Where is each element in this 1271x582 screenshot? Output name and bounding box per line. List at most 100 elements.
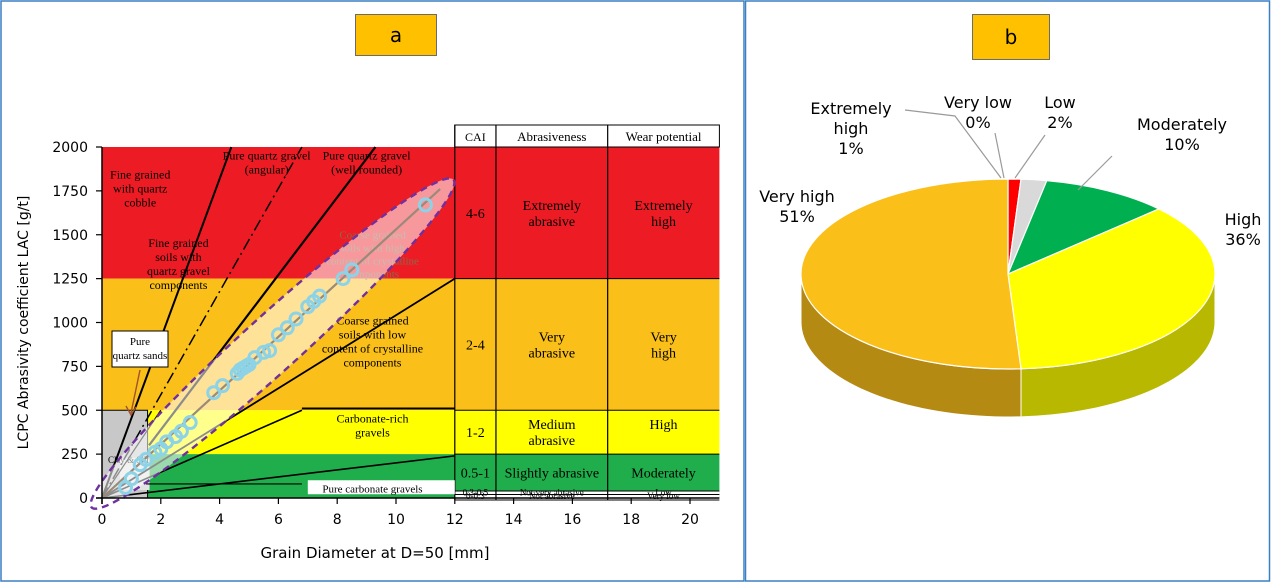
y-tick-label: 750 bbox=[61, 359, 88, 375]
y-tick-label: 1500 bbox=[52, 228, 88, 244]
table-wear: Very bbox=[650, 330, 676, 345]
data-point bbox=[262, 343, 278, 359]
pie-label: High bbox=[1225, 210, 1262, 229]
table-header: CAI bbox=[465, 130, 486, 144]
zone-label: Coarse grained bbox=[336, 313, 408, 327]
table-abrasiveness: Extremely bbox=[523, 199, 581, 214]
x-tick-label: 16 bbox=[563, 512, 581, 528]
panel-b-badge: b bbox=[972, 14, 1050, 60]
x-tick-label: 10 bbox=[387, 512, 405, 528]
pie-slice-very-high bbox=[800, 178, 1022, 370]
table-wear: Moderately bbox=[631, 467, 696, 482]
pie-label: 0% bbox=[965, 113, 990, 132]
data-point bbox=[206, 385, 222, 401]
panel-a-badge: a bbox=[355, 14, 437, 56]
y-tick-label: 1750 bbox=[52, 184, 88, 200]
x-tick-label: 18 bbox=[622, 512, 640, 528]
pie-label: Low bbox=[1044, 93, 1076, 112]
carbonate-label-bg bbox=[307, 480, 455, 495]
table-abrasiveness: abrasive bbox=[528, 215, 575, 230]
table-cai: 0-0.3 bbox=[466, 491, 485, 501]
x-tick-label: 12 bbox=[446, 512, 464, 528]
data-point bbox=[288, 311, 304, 327]
pie-leader-line bbox=[1014, 134, 1046, 179]
table-abrasiveness: Not very abrasive bbox=[520, 488, 584, 498]
pie-label: 10% bbox=[1164, 135, 1200, 154]
zone-boundary-line bbox=[101, 146, 233, 499]
table-cai: 0.5-1 bbox=[461, 467, 490, 482]
zone-label: Fine grained bbox=[148, 236, 208, 250]
data-point bbox=[312, 288, 328, 304]
x-axis-label: Grain Diameter at D=50 [mm] bbox=[261, 544, 490, 562]
data-point bbox=[182, 415, 198, 431]
x-tick-label: 0 bbox=[98, 512, 107, 528]
table-wear: Very low bbox=[647, 491, 680, 501]
data-point bbox=[344, 262, 360, 278]
pie-label: 36% bbox=[1225, 230, 1261, 249]
table-cai: 2-4 bbox=[466, 338, 485, 353]
data-point bbox=[173, 423, 189, 439]
y-tick-label: 1250 bbox=[52, 272, 88, 288]
y-axis-label: LCPC Abrasivity coefficient LAC [g/t] bbox=[16, 196, 32, 450]
zone-label: soils with bbox=[155, 250, 201, 264]
zone-label: components bbox=[149, 278, 207, 292]
zone-label: (angular) bbox=[245, 162, 289, 176]
table-abrasiveness: Not abrasive bbox=[529, 491, 575, 501]
x-tick-label: 8 bbox=[333, 512, 342, 528]
y-tick-label: 250 bbox=[61, 447, 88, 463]
table-wear: high bbox=[651, 346, 676, 361]
zone-boundary-line bbox=[101, 455, 455, 499]
table-header: Abrasiveness bbox=[517, 129, 586, 144]
x-tick-label: 2 bbox=[156, 512, 165, 528]
table-abrasiveness: Slightly abrasive bbox=[505, 467, 600, 482]
sands-callout-label: quartz sands bbox=[113, 350, 168, 362]
sands-callout-label: Pure bbox=[130, 336, 150, 348]
data-point bbox=[123, 471, 139, 487]
pie-label: 2% bbox=[1047, 113, 1072, 132]
table-header: Wear potential bbox=[626, 129, 702, 144]
pie-leader-line bbox=[994, 132, 1005, 179]
y-tick-label: 500 bbox=[61, 403, 88, 419]
table-cai: 0.3-0.5 bbox=[463, 488, 489, 498]
zone-label: content of crystalline bbox=[322, 341, 423, 355]
zone-label: Pure carbonate gravels bbox=[322, 483, 422, 495]
table-wear: high bbox=[651, 215, 676, 230]
pie-slice-high bbox=[1007, 208, 1216, 370]
zone-label: soils with low bbox=[339, 327, 407, 341]
data-point bbox=[270, 327, 286, 343]
sands-callout-arrow bbox=[130, 369, 141, 414]
table-abrasiveness: abrasive bbox=[528, 434, 575, 449]
x-tick-label: 14 bbox=[505, 512, 523, 528]
zone-label: with quartz bbox=[113, 182, 167, 196]
zone-label: Carbonate-rich bbox=[336, 412, 408, 426]
y-tick-label: 1000 bbox=[52, 316, 88, 332]
sands-callout-box bbox=[111, 330, 169, 368]
zone-label: Pure quartz gravel bbox=[323, 148, 412, 162]
zone-label: components bbox=[343, 355, 401, 369]
table-abrasiveness: Very bbox=[539, 330, 565, 345]
pie-label: 51% bbox=[779, 207, 815, 226]
pie-slice-moderately bbox=[1006, 180, 1161, 276]
zone-label: quartz gravel bbox=[147, 264, 211, 278]
data-point bbox=[215, 378, 231, 394]
data-point bbox=[279, 320, 295, 336]
data-point bbox=[138, 451, 154, 467]
y-tick-label: 0 bbox=[79, 491, 88, 507]
zone-label: cobble bbox=[124, 196, 156, 210]
y-tick-label: 2000 bbox=[52, 140, 88, 156]
table-cai: 1-2 bbox=[466, 426, 485, 441]
x-tick-label: 4 bbox=[215, 512, 224, 528]
pie-label: Extremely bbox=[810, 99, 891, 118]
table-abrasiveness: Medium bbox=[528, 418, 576, 433]
sands-callout-arrowhead bbox=[125, 405, 137, 417]
table-wear: Low bbox=[655, 488, 672, 498]
pie-label: high bbox=[834, 119, 869, 138]
pie-label: Very low bbox=[944, 93, 1012, 112]
x-tick-label: 20 bbox=[681, 512, 699, 528]
zone-label: (well rounded) bbox=[331, 162, 402, 176]
pie-leader-line bbox=[1077, 155, 1113, 191]
zone-label: gravels bbox=[355, 426, 390, 440]
